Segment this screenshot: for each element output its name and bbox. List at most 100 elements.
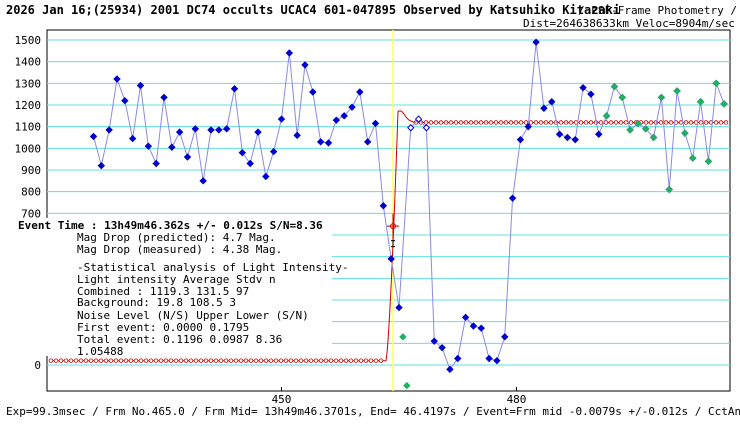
model-point xyxy=(108,358,114,363)
model-point xyxy=(128,358,134,363)
observed-point xyxy=(324,139,333,147)
stat-line-5: Combined : 1119.3 131.5 97 xyxy=(77,285,249,298)
model-point xyxy=(93,358,99,363)
model-point xyxy=(273,358,279,363)
model-point xyxy=(563,120,569,125)
observed-point xyxy=(277,115,286,123)
observed-point xyxy=(563,133,572,142)
model-point xyxy=(218,358,224,363)
model-point xyxy=(688,120,694,125)
observed-point xyxy=(246,159,254,168)
model-point xyxy=(503,120,509,125)
stat-line-3: -Statistical analysis of Light Intensity… xyxy=(77,261,349,274)
observed-point xyxy=(524,122,532,131)
reference-point xyxy=(681,129,689,137)
observed-point xyxy=(301,61,309,69)
model-point xyxy=(213,358,219,363)
observed-point xyxy=(595,130,603,138)
observed-point xyxy=(548,98,556,106)
observed-point xyxy=(348,103,356,111)
observed-point xyxy=(105,126,113,134)
model-point xyxy=(443,120,449,125)
observed-point xyxy=(555,130,564,138)
model-point xyxy=(53,358,59,363)
model-point xyxy=(278,358,284,363)
observed-point xyxy=(269,147,278,156)
observed-point xyxy=(175,128,184,136)
observed-point xyxy=(587,90,595,98)
model-point xyxy=(338,358,344,363)
observed-point xyxy=(340,112,348,120)
model-point xyxy=(293,358,299,363)
observed-point xyxy=(422,124,431,132)
model-point xyxy=(148,358,154,363)
observed-point xyxy=(309,88,317,96)
model-point xyxy=(433,120,439,125)
model-curve xyxy=(48,110,729,363)
model-point xyxy=(288,358,294,363)
observed-point xyxy=(508,194,517,202)
model-point xyxy=(183,358,189,363)
model-point xyxy=(723,120,729,125)
model-point xyxy=(463,120,469,125)
model-point xyxy=(578,120,584,125)
model-point xyxy=(323,358,329,363)
model-point xyxy=(513,120,519,125)
model-point xyxy=(548,120,554,125)
observed-point xyxy=(430,337,438,345)
observed-point xyxy=(207,126,215,134)
model-point xyxy=(188,358,194,363)
observed-point xyxy=(579,83,587,92)
observed-point xyxy=(356,88,364,96)
model-point xyxy=(518,120,524,125)
observed-point xyxy=(387,255,395,263)
observed-point xyxy=(183,153,192,161)
stat-line-4: Light intensity Average Stdv n xyxy=(77,273,276,286)
model-point xyxy=(488,120,494,125)
x-tick-label: 480 xyxy=(507,393,527,406)
observed-point xyxy=(238,148,247,157)
model-point xyxy=(493,120,499,125)
stat-line-9: Total event: 0.1196 0.0987 8.36 xyxy=(77,333,282,346)
model-point xyxy=(508,120,514,125)
observed-point xyxy=(532,38,540,46)
y-tick-label: 1000 xyxy=(15,142,42,155)
observed-point xyxy=(461,313,470,322)
observed-point xyxy=(160,93,168,102)
observed-point xyxy=(191,125,200,133)
model-point xyxy=(713,120,719,125)
reference-point xyxy=(665,185,673,194)
reference-point xyxy=(626,126,634,134)
model-point xyxy=(448,120,454,125)
model-point xyxy=(363,358,369,363)
model-point xyxy=(233,358,239,363)
model-point xyxy=(73,358,79,363)
event-time-text: Event Time : 13h49m46.362s +/- 0.012s S/… xyxy=(18,219,323,232)
model-point xyxy=(538,120,544,125)
observed-point xyxy=(501,333,509,341)
model-point xyxy=(533,120,539,125)
model-point xyxy=(303,358,309,363)
chart-method: / PSF-Frame Photometry / xyxy=(578,4,737,17)
model-point xyxy=(423,120,429,125)
model-point xyxy=(58,358,64,363)
model-point xyxy=(468,120,474,125)
model-point xyxy=(658,120,664,125)
model-point xyxy=(368,358,374,363)
reference-point xyxy=(649,133,658,142)
model-point xyxy=(78,358,84,363)
model-point xyxy=(453,120,459,125)
stat-line-6: Background: 19.8 108.5 3 xyxy=(77,296,236,309)
model-point xyxy=(543,120,549,125)
y-tick-label: 0 xyxy=(34,359,41,372)
observed-point xyxy=(414,115,423,123)
observed-point xyxy=(571,135,579,144)
reference-point xyxy=(696,98,705,106)
model-point xyxy=(643,120,649,125)
observed-point xyxy=(363,138,372,146)
model-point xyxy=(528,120,534,125)
observed-point xyxy=(199,177,207,185)
observed-point xyxy=(152,159,160,168)
observed-point xyxy=(285,49,294,57)
